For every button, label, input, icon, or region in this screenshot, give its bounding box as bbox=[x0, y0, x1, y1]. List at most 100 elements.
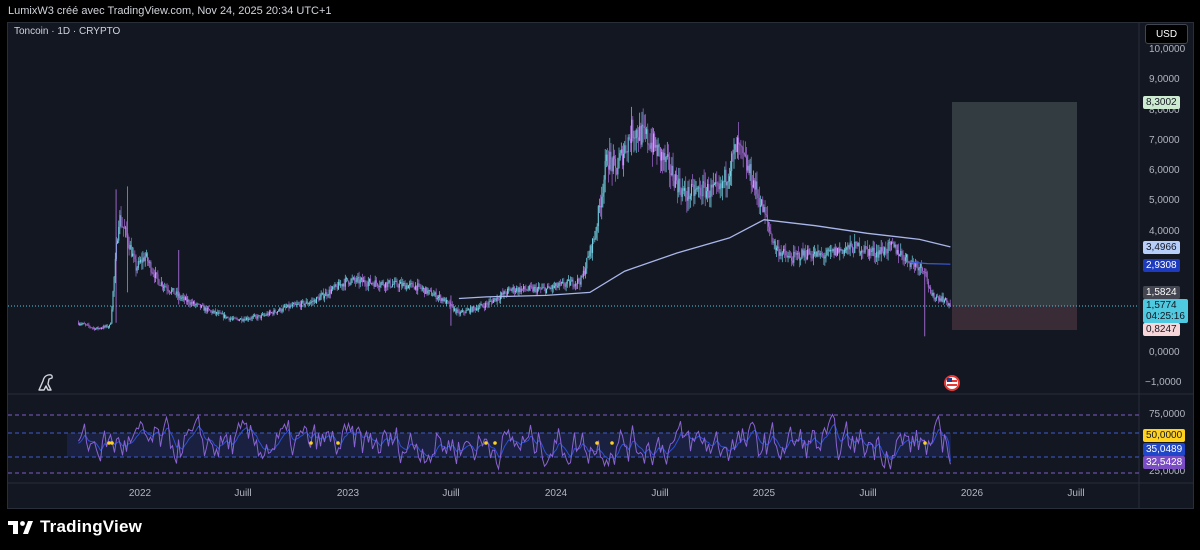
candle-body bbox=[391, 284, 393, 287]
price-axis-label: 7,0000 bbox=[1149, 135, 1180, 146]
candle-body bbox=[494, 298, 496, 300]
candle-body bbox=[919, 263, 921, 269]
candle-body bbox=[946, 298, 948, 303]
candle-body bbox=[884, 247, 886, 255]
candle-body bbox=[628, 137, 630, 139]
candle-body bbox=[886, 252, 888, 254]
candle-body bbox=[518, 287, 520, 293]
candle-body bbox=[284, 306, 286, 308]
candle-body bbox=[451, 304, 453, 306]
candle-body bbox=[173, 288, 175, 295]
candle-body bbox=[910, 262, 912, 268]
candle-body bbox=[638, 137, 640, 141]
candle-body bbox=[105, 325, 107, 327]
dino-icon[interactable] bbox=[38, 374, 53, 391]
candle-body bbox=[305, 301, 307, 304]
candle-body bbox=[252, 316, 254, 317]
candle-body bbox=[169, 292, 171, 293]
candle-body bbox=[220, 312, 222, 315]
candle-body bbox=[586, 257, 588, 269]
candle-body bbox=[778, 246, 780, 256]
candle-body bbox=[644, 127, 646, 134]
candle-body bbox=[226, 316, 228, 319]
candle-body bbox=[373, 283, 375, 287]
candle-body bbox=[235, 318, 237, 320]
candle-body bbox=[501, 292, 503, 296]
candle-body bbox=[301, 301, 303, 308]
candle-body bbox=[325, 292, 327, 297]
candle-body bbox=[356, 278, 358, 282]
price-axis-label: 6,0000 bbox=[1149, 165, 1180, 176]
candle-body bbox=[102, 328, 104, 329]
candle-body bbox=[736, 137, 738, 153]
currency-button[interactable]: USD bbox=[1145, 24, 1188, 44]
candle-body bbox=[166, 287, 168, 290]
candle-body bbox=[462, 310, 464, 312]
candle-body bbox=[276, 311, 278, 313]
stop-zone[interactable] bbox=[952, 306, 1077, 330]
candle-body bbox=[787, 256, 789, 258]
candle-body bbox=[602, 193, 604, 197]
candle-body bbox=[141, 259, 143, 263]
target-zone[interactable] bbox=[952, 102, 1077, 306]
candle-body bbox=[891, 241, 893, 245]
candle-body bbox=[925, 272, 927, 273]
candle-body bbox=[161, 282, 163, 287]
candle-body bbox=[431, 290, 433, 296]
candle-body bbox=[91, 327, 93, 329]
candle-body bbox=[779, 252, 781, 256]
candle-body bbox=[941, 296, 943, 302]
candle-body bbox=[812, 253, 814, 259]
candle-body bbox=[342, 283, 344, 287]
candle-body bbox=[715, 182, 717, 184]
candle-body bbox=[89, 326, 91, 328]
rsi-signal-dot bbox=[484, 441, 488, 445]
candle-body bbox=[326, 292, 328, 296]
candle-body bbox=[95, 328, 97, 330]
candle-body bbox=[904, 257, 906, 261]
candle-body bbox=[345, 278, 347, 279]
candle-body bbox=[119, 215, 121, 227]
candle-body bbox=[321, 292, 323, 295]
candle-body bbox=[209, 309, 211, 311]
candle-body bbox=[471, 307, 473, 312]
candle-body bbox=[137, 261, 139, 268]
candle-body bbox=[149, 262, 151, 264]
candle-body bbox=[403, 283, 405, 284]
candle-body bbox=[445, 300, 447, 304]
symbol-legend[interactable]: Toncoin · 1D · CRYPTO bbox=[14, 26, 121, 37]
candle-body bbox=[454, 308, 456, 311]
candle-body bbox=[540, 288, 542, 290]
candle-body bbox=[792, 260, 794, 263]
candle-body bbox=[794, 251, 796, 254]
candle-body bbox=[558, 282, 560, 286]
candle-body bbox=[526, 289, 528, 291]
candle-body bbox=[817, 250, 819, 252]
candle-body bbox=[298, 303, 300, 305]
candle-body bbox=[425, 287, 427, 294]
tradingview-logo[interactable]: TradingView bbox=[8, 517, 142, 537]
candle-body bbox=[406, 285, 408, 289]
candle-body bbox=[536, 288, 538, 293]
candle-body bbox=[525, 289, 527, 291]
candle-body bbox=[81, 323, 83, 325]
candle-body bbox=[123, 227, 125, 229]
candle-body bbox=[519, 287, 521, 293]
candle-body bbox=[273, 310, 275, 315]
candle-body bbox=[793, 251, 795, 263]
candle-body bbox=[303, 301, 305, 306]
candle-body bbox=[232, 318, 234, 320]
candle-body bbox=[347, 278, 349, 281]
candle-body bbox=[610, 151, 612, 160]
candle-body bbox=[796, 253, 798, 255]
candle-body bbox=[685, 188, 687, 198]
candle-body bbox=[265, 315, 267, 316]
candle-body bbox=[721, 181, 723, 189]
candle-body bbox=[849, 242, 851, 250]
candle-body bbox=[704, 182, 706, 198]
candle-body bbox=[759, 205, 761, 207]
us-flag-event-icon[interactable] bbox=[944, 375, 960, 391]
candle-body bbox=[291, 304, 293, 307]
